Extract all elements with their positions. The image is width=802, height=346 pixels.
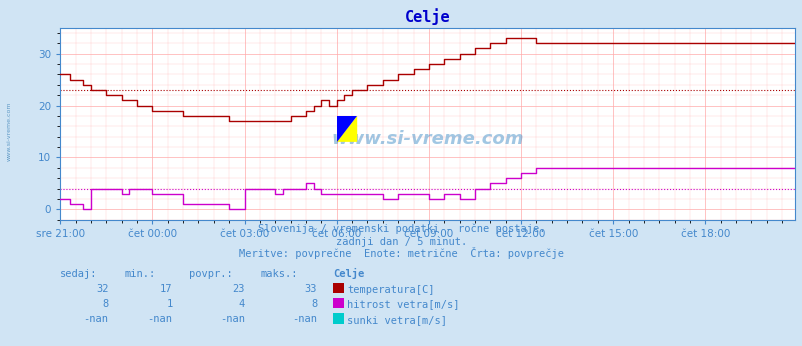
Text: -nan: -nan [148, 315, 172, 325]
Text: zadnji dan / 5 minut.: zadnji dan / 5 minut. [335, 237, 467, 247]
Text: 23: 23 [232, 284, 245, 294]
Text: -nan: -nan [83, 315, 108, 325]
Text: 32: 32 [95, 284, 108, 294]
Text: 17: 17 [160, 284, 172, 294]
Text: 8: 8 [102, 299, 108, 309]
Text: www.si-vreme.com: www.si-vreme.com [7, 102, 12, 161]
Text: povpr.:: povpr.: [188, 269, 232, 279]
Text: 4: 4 [238, 299, 245, 309]
Text: 8: 8 [310, 299, 317, 309]
Text: www.si-vreme.com: www.si-vreme.com [331, 130, 523, 148]
Text: maks.:: maks.: [261, 269, 298, 279]
Text: Slovenija / vremenski podatki - ročne postaje.: Slovenija / vremenski podatki - ročne po… [257, 223, 545, 234]
Text: min.:: min.: [124, 269, 156, 279]
Text: sunki vetra[m/s]: sunki vetra[m/s] [346, 315, 447, 325]
Text: hitrost vetra[m/s]: hitrost vetra[m/s] [346, 300, 459, 309]
Text: Meritve: povprečne  Enote: metrične  Črta: povprečje: Meritve: povprečne Enote: metrične Črta:… [239, 247, 563, 260]
Text: Celje: Celje [333, 268, 364, 279]
Text: -nan: -nan [220, 315, 245, 325]
Text: temperatura[C]: temperatura[C] [346, 285, 434, 294]
Text: 1: 1 [166, 299, 172, 309]
Text: 33: 33 [304, 284, 317, 294]
Polygon shape [336, 116, 357, 142]
Polygon shape [336, 116, 357, 142]
Title: Celje: Celje [404, 8, 450, 25]
Text: -nan: -nan [292, 315, 317, 325]
Text: sedaj:: sedaj: [60, 269, 98, 279]
